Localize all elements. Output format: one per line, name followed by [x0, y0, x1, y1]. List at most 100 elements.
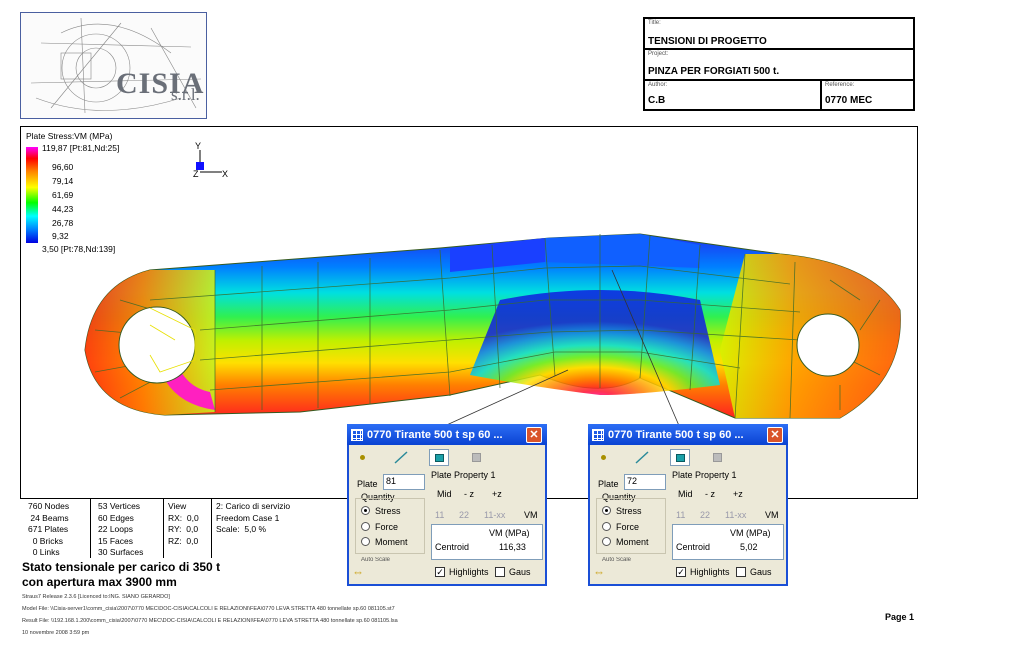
stats-entities: 760 Nodes 24 Beams 671 Plates 0 Bricks 0… [28, 501, 70, 557]
force-label: Force [616, 522, 640, 532]
footer-date: 10 novembre 2008 3:59 pm [22, 630, 90, 636]
logo-text: CISIA [116, 67, 205, 100]
node-icon[interactable] [594, 449, 614, 466]
plate-label: Plate [598, 479, 619, 489]
project-cell: Project: PINZA PER FORGIATI 500 t. [643, 48, 915, 80]
centroid-value: 5,02 [740, 542, 758, 552]
legend-level: 79,14 [52, 176, 74, 186]
plate-label: Plate [357, 479, 378, 489]
close-button[interactable]: ✕ [767, 427, 783, 443]
highlights-checkbox[interactable]: ✓ [435, 567, 445, 577]
legend-title: Plate Stress:VM (MPa) [26, 131, 113, 141]
dialog-title: 0770 Tirante 500 t sp 60 ... [367, 428, 503, 441]
partial-label: Auto Scale [602, 557, 632, 561]
reference-cell: Reference: 0770 MEC [820, 79, 915, 111]
brick-icon[interactable] [708, 449, 728, 466]
node-icon[interactable] [353, 449, 373, 466]
centroid-label: Centroid [676, 542, 711, 552]
title-value: TENSIONI DI PROGETTO [648, 36, 767, 47]
brick-icon[interactable] [467, 449, 487, 466]
gaus-checkbox[interactable] [736, 567, 746, 577]
plate-property-label: Plate Property 1 [431, 470, 496, 480]
moment-radio[interactable] [361, 537, 370, 546]
legend-colorbar [26, 147, 38, 243]
dialog-titlebar[interactable]: 0770 Tirante 500 t sp 60 ... [588, 424, 788, 445]
tab-mid[interactable]: Mid [678, 489, 693, 499]
tab-minus-z[interactable]: - z [705, 489, 715, 499]
highlights-label: Highlights [449, 567, 489, 577]
tab-11[interactable]: 11 [435, 510, 445, 520]
stress-label: Stress [616, 506, 642, 516]
moment-label: Moment [375, 537, 408, 547]
quantity-group [355, 498, 425, 554]
force-radio[interactable] [602, 522, 611, 531]
plate-number-input[interactable]: 81 [383, 474, 425, 490]
stress-radio[interactable] [361, 506, 370, 515]
plate-number-input[interactable]: 72 [624, 474, 666, 490]
tab-22[interactable]: 22 [459, 510, 470, 520]
company-logo: CISIA s.r.l. [20, 12, 207, 119]
swap-arrows-icon[interactable]: ⇔ [352, 565, 364, 579]
grid-icon [592, 428, 604, 441]
result-box [431, 524, 543, 560]
tab-22[interactable]: 22 [700, 510, 711, 520]
title-caption: Title: [648, 20, 661, 26]
result-unit: VM (MPa) [730, 528, 771, 538]
tab-mid[interactable]: Mid [437, 489, 452, 499]
axis-y-label: Y [195, 141, 202, 151]
force-radio[interactable] [361, 522, 370, 531]
legend-level: 26,78 [52, 218, 74, 228]
swap-arrows-icon[interactable]: ⇔ [593, 565, 605, 579]
quantity-group-label: Quantity [602, 492, 636, 502]
gaus-label: Gaus [509, 567, 531, 577]
stats-geometry: 53 Vertices 60 Edges 22 Loops 15 Faces 3… [98, 501, 144, 557]
plate-result-dialog[interactable]: 0770 Tirante 500 t sp 60 ... ✕ Plate 81 … [347, 424, 547, 586]
project-caption: Project: [648, 51, 669, 57]
highlights-checkbox[interactable]: ✓ [676, 567, 686, 577]
tab-plus-z[interactable]: +z [733, 489, 743, 499]
author-cell: Author: C.B [643, 79, 822, 111]
close-button[interactable]: ✕ [526, 427, 542, 443]
tab-plus-z[interactable]: +z [492, 489, 502, 499]
result-unit: VM (MPa) [489, 528, 530, 538]
moment-label: Moment [616, 537, 649, 547]
footer-model-file: Model File: \\Cisia-server1\comm_cisia\2… [22, 606, 395, 612]
gaus-checkbox[interactable] [495, 567, 505, 577]
tab-11[interactable]: 11 [676, 510, 686, 520]
footer-result-file: Result File: \\192.168.1.200\comm_cisia\… [22, 618, 398, 624]
legend-level: 61,69 [52, 190, 74, 200]
highlights-label: Highlights [690, 567, 730, 577]
quantity-group-label: Quantity [361, 492, 395, 502]
tab-vm[interactable]: VM [765, 510, 779, 520]
plate-icon[interactable] [429, 449, 449, 466]
axis-z-label: Z [193, 169, 199, 179]
stress-radio[interactable] [602, 506, 611, 515]
quantity-group [596, 498, 666, 554]
stress-label: Stress [375, 506, 401, 516]
dialog-titlebar[interactable]: 0770 Tirante 500 t sp 60 ... [347, 424, 547, 445]
tab-11-xx[interactable]: 11-xx [725, 510, 747, 520]
centroid-value: 116,33 [499, 542, 526, 552]
plate-icon[interactable] [670, 449, 690, 466]
legend-min: 3,50 [Pt:78,Nd:139] [42, 244, 116, 254]
author-caption: Author: [648, 82, 668, 88]
legend-level: 9,32 [52, 231, 69, 241]
reference-caption: Reference: [825, 82, 855, 88]
title-cell: Title: TENSIONI DI PROGETTO [643, 17, 915, 50]
caption-line-1: Stato tensionale per carico di 350 t [22, 560, 221, 574]
entity-toolbar [592, 447, 784, 467]
tab-vm[interactable]: VM [524, 510, 538, 520]
plate-result-dialog[interactable]: 0770 Tirante 500 t sp 60 ... ✕ Plate 72 … [588, 424, 788, 586]
entity-toolbar [351, 447, 543, 467]
gaus-label: Gaus [750, 567, 772, 577]
force-label: Force [375, 522, 399, 532]
tab-minus-z[interactable]: - z [464, 489, 474, 499]
beam-icon[interactable] [632, 449, 652, 466]
moment-radio[interactable] [602, 537, 611, 546]
stats-view: View RX: 0,0 RY: 0,0 RZ: 0,0 [168, 501, 199, 546]
beam-icon[interactable] [391, 449, 411, 466]
tab-11-xx[interactable]: 11-xx [484, 510, 506, 520]
centroid-label: Centroid [435, 542, 470, 552]
plate-property-label: Plate Property 1 [672, 470, 737, 480]
